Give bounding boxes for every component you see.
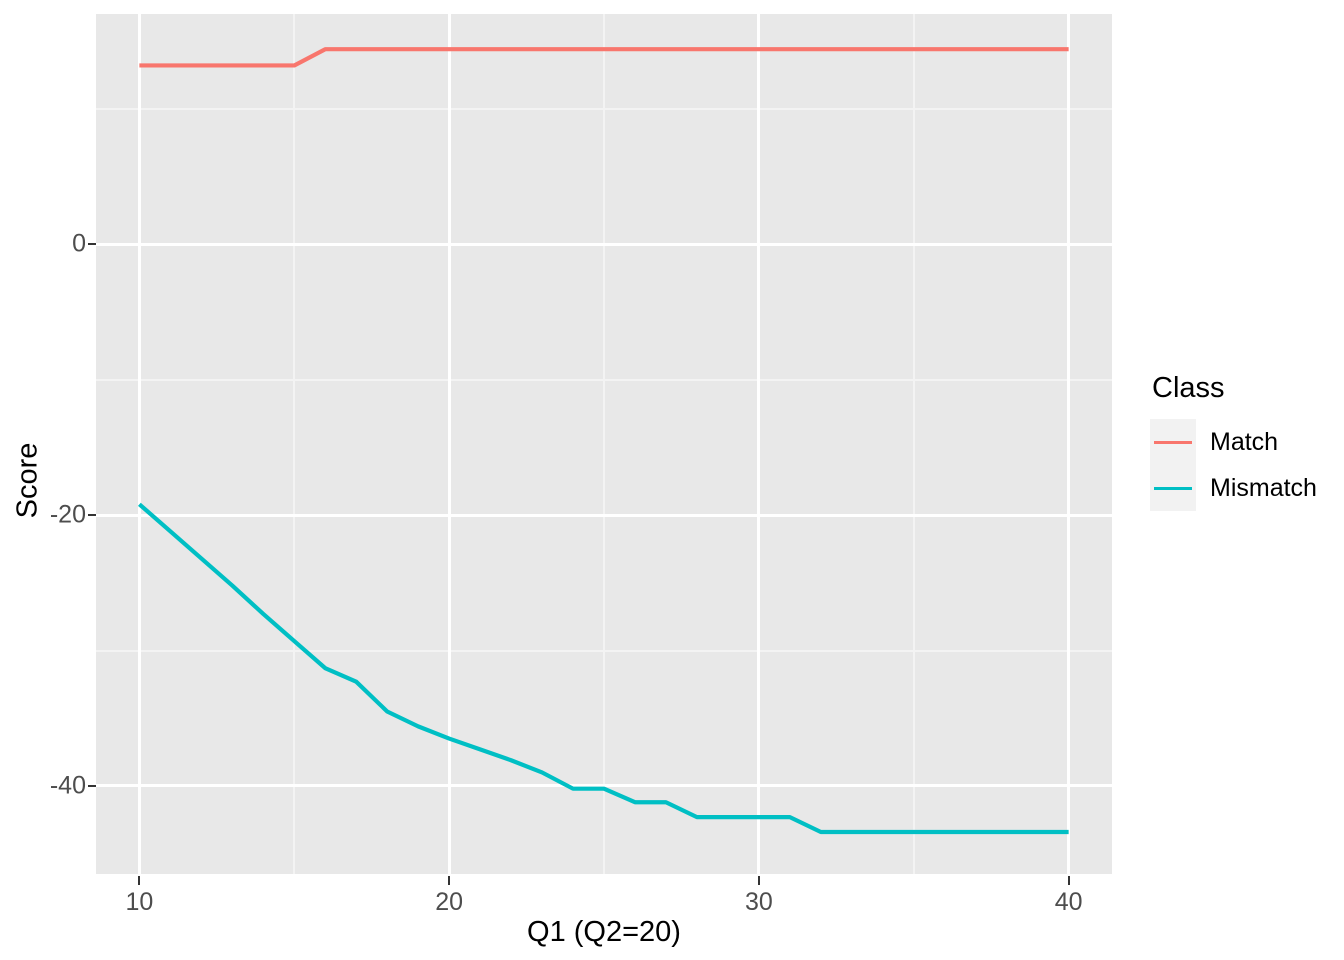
legend-line-icon [1154,440,1192,444]
y-tick-label: 0 [72,229,86,258]
x-tick-mark [448,876,451,885]
y-tick-mark [88,784,96,787]
grid-line-horizontal-minor [96,649,1112,652]
y-tick-mark [88,243,96,246]
x-tick-label: 10 [125,888,154,916]
series-line-mismatch [137,502,1069,835]
grid-line-vertical-minor [912,14,915,874]
x-tick-label: 20 [435,888,464,916]
legend-key-swatch [1150,465,1196,511]
series-lines [137,47,1069,835]
grid-line-horizontal-minor [96,107,1112,110]
plot-panel [96,14,1112,874]
y-tick-mark [88,514,96,517]
legend-item[interactable]: Match [1150,419,1344,465]
x-axis-title: Q1 (Q2=20) [527,916,681,948]
grid-line-horizontal-major [96,513,1112,517]
legend: Class Match Mismatch [1150,372,1344,511]
grid-line-vertical-major [757,14,761,874]
grid-line-horizontal-major [96,784,1112,788]
series-line-match [139,47,1069,68]
grid-line-vertical-minor [293,14,296,874]
y-axis-title: Score [0,0,56,960]
grid-line-vertical-major [447,14,451,874]
legend-title: Class [1152,372,1225,404]
x-tick-mark [138,876,141,885]
grid-line-vertical-minor [603,14,605,874]
x-tick-mark [1067,876,1070,885]
grid-line-horizontal-minor [96,378,1112,381]
y-tick-label: -20 [49,500,86,529]
grid-line-horizontal-major [96,242,1112,246]
y-tick-label: -40 [49,771,86,800]
legend-item-label: Mismatch [1210,473,1317,502]
x-tick-mark [757,876,760,885]
x-tick-label: 40 [1054,888,1083,916]
x-tick-label: 30 [744,888,773,916]
legend-item-label: Match [1210,427,1279,456]
legend-items: Match Mismatch [1150,419,1344,511]
legend-item[interactable]: Mismatch [1150,465,1344,511]
legend-key-swatch [1150,419,1196,465]
grid-line-vertical-major [137,14,141,874]
y-axis-title-text: Score [11,442,44,518]
grid-line-vertical-major [1067,14,1071,874]
legend-line-icon [1154,486,1192,490]
